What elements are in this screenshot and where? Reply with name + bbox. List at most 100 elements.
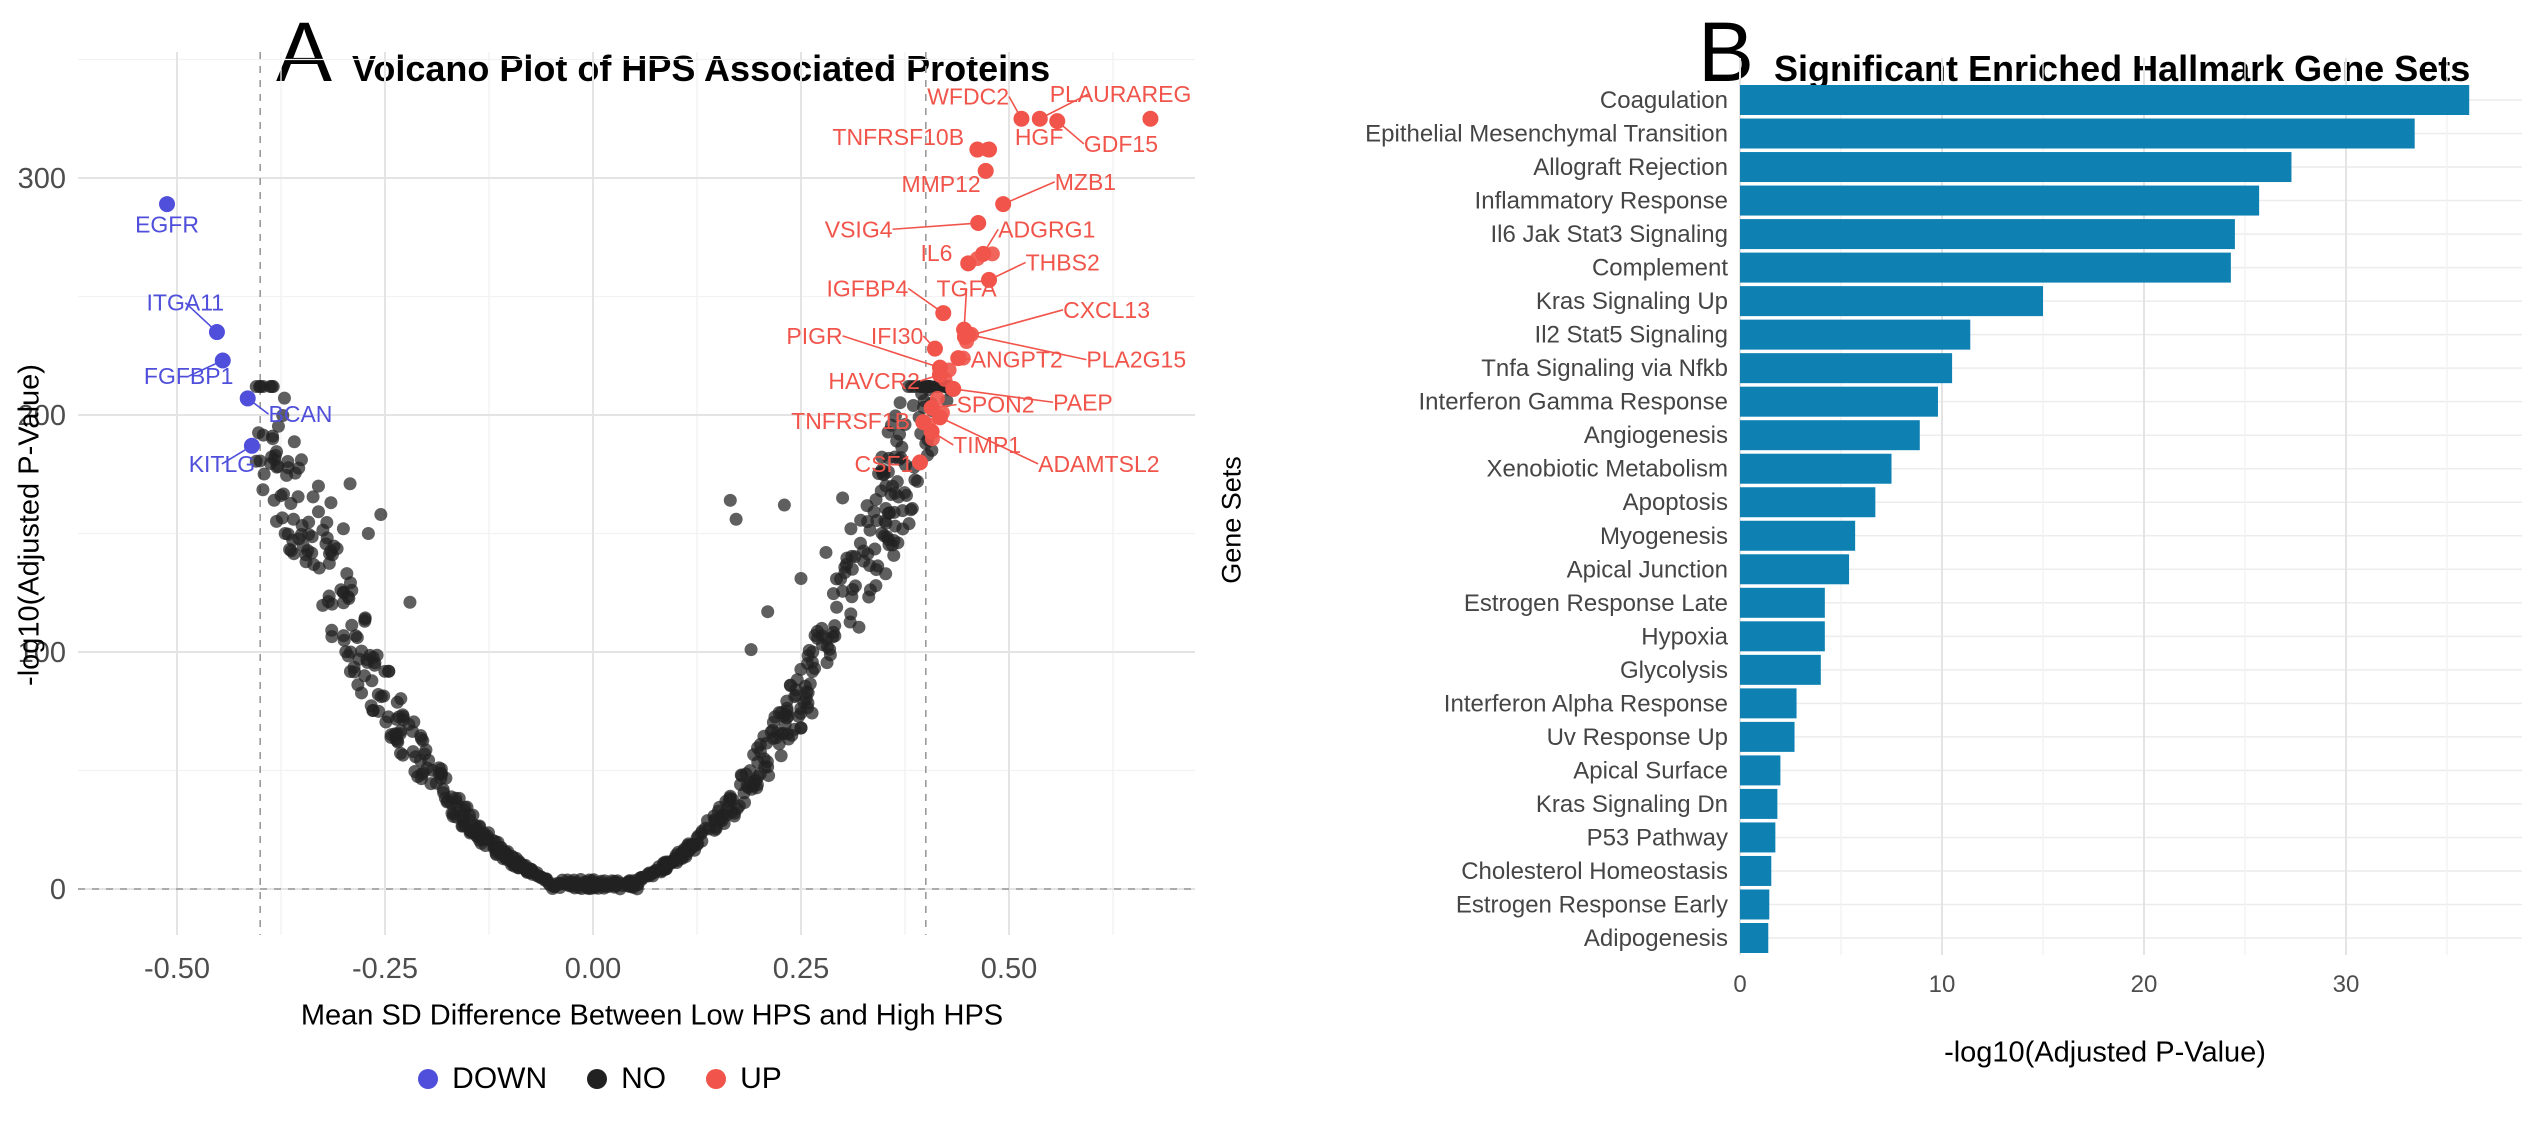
bar xyxy=(1740,654,1821,685)
scatter-point xyxy=(302,527,316,541)
x-axis-tick-label: 0 xyxy=(1733,971,1746,998)
scatter-point xyxy=(794,572,808,586)
bar xyxy=(1740,822,1776,853)
bar-category-label: Hypoxia xyxy=(1641,623,1728,650)
scatter-point xyxy=(277,391,291,405)
scatter-point xyxy=(886,479,900,493)
label-leader-line xyxy=(892,222,979,231)
scatter-point xyxy=(393,727,407,741)
scatter-point xyxy=(281,454,295,468)
bar xyxy=(1740,219,2235,250)
gene-label: SPON2 xyxy=(957,392,1035,418)
bar-category-label: Glycolysis xyxy=(1620,657,1728,684)
bar-category-label: Interferon Gamma Response xyxy=(1419,389,1728,416)
bar xyxy=(1740,755,1781,786)
scatter-point xyxy=(869,579,883,593)
scatter-point xyxy=(378,664,392,678)
scatter-point xyxy=(679,850,693,864)
bar-category-label: Inflammatory Response xyxy=(1475,188,1728,215)
scatter-point xyxy=(394,746,408,760)
scatter-point xyxy=(396,710,410,724)
gene-label: CSF1 xyxy=(855,451,914,477)
scatter-point-labeled xyxy=(214,352,231,369)
gene-label: ADAMTSL2 xyxy=(1038,451,1159,477)
bar-category-label: Kras Signaling Dn xyxy=(1536,791,1728,818)
bar xyxy=(1740,85,2470,115)
scatter-point-labeled xyxy=(208,324,225,341)
scatter-point xyxy=(784,679,798,693)
scatter-point xyxy=(257,467,271,481)
label-leader-line xyxy=(1002,181,1056,205)
scatter-point xyxy=(729,512,743,526)
scatter-point xyxy=(622,875,636,889)
scatter-point-labeled xyxy=(977,162,994,179)
bar-category-label: Complement xyxy=(1592,255,1728,282)
scatter-point xyxy=(878,514,892,528)
scatter-point xyxy=(360,655,374,669)
down-genes: EGFR ITGA11 FGFBP1 BCAN KITLG xyxy=(135,196,332,477)
bars-x-axis-title: -log10(Adjusted P-Value) xyxy=(1944,1036,2266,1069)
scatter-point xyxy=(449,791,463,805)
gene-label: IFI30 xyxy=(871,323,923,349)
scatter-point xyxy=(875,450,889,464)
scatter-point-labeled xyxy=(1031,110,1048,127)
gene-label: ITGA11 xyxy=(147,290,225,316)
legend-label: DOWN xyxy=(452,1062,548,1095)
scatter-point xyxy=(686,837,700,851)
scatter-point-labeled xyxy=(911,454,928,471)
scatter-point xyxy=(852,620,866,634)
panel-b-title: Significant Enriched Hallmark Gene Sets xyxy=(1774,48,2471,89)
scatter-point-labeled xyxy=(931,409,948,426)
scatter-point-labeled xyxy=(1142,110,1159,127)
panel-a-tag: A xyxy=(276,5,333,99)
scatter-point xyxy=(877,529,891,543)
gene-label: MMP12 xyxy=(901,171,980,197)
scatter-point xyxy=(634,871,648,885)
bar xyxy=(1740,353,1953,384)
gene-label: CXCL13 xyxy=(1063,297,1150,323)
bar xyxy=(1740,554,1850,585)
scatter-point xyxy=(457,808,471,822)
scatter-point-labeled xyxy=(981,271,998,288)
bars-y-axis-title: Gene Sets xyxy=(1216,456,1247,584)
legend-dot-down xyxy=(418,1069,439,1089)
legend-dot-up xyxy=(706,1069,727,1089)
scatter-point xyxy=(364,699,378,713)
x-axis-tick-label: 0.25 xyxy=(773,953,829,985)
scatter-point xyxy=(321,595,335,609)
scatter-point xyxy=(860,499,874,513)
scatter-point xyxy=(358,669,372,683)
scatter-point xyxy=(374,508,388,522)
scatter-point xyxy=(887,548,901,562)
scatter-point xyxy=(256,483,270,497)
gene-label: VSIG4 xyxy=(825,216,893,242)
bar-category-label: Tnfa Signaling via Nfkb xyxy=(1481,355,1728,382)
scatter-point xyxy=(848,579,862,593)
scatter-point-labeled xyxy=(960,255,977,272)
scatter-point xyxy=(879,567,893,581)
scatter-point xyxy=(347,660,361,674)
bar-category-label: Apical Surface xyxy=(1573,757,1728,784)
x-axis-tick-label: 0.50 xyxy=(981,953,1037,985)
bar xyxy=(1740,319,1971,350)
scatter-point xyxy=(523,862,537,876)
bar-category-label: Uv Response Up xyxy=(1547,724,1728,751)
scatter-point-labeled xyxy=(931,366,948,383)
bar-category-label: Apical Junction xyxy=(1567,556,1728,583)
bar xyxy=(1740,587,1825,618)
scatter-point xyxy=(801,686,815,700)
scatter-point xyxy=(286,512,300,526)
scatter-point-labeled xyxy=(995,196,1012,213)
scatter-point xyxy=(836,491,850,505)
y-axis-tick-label: 200 xyxy=(18,400,66,432)
scatter-point xyxy=(819,545,833,559)
gene-label: MZB1 xyxy=(1055,169,1116,195)
bar xyxy=(1740,889,1770,920)
scatter-point xyxy=(320,531,334,545)
scatter-point xyxy=(826,625,840,639)
scatter-point xyxy=(890,434,904,448)
scatter-point xyxy=(853,536,867,550)
gene-label: AREG xyxy=(1126,81,1191,107)
bar-category-label: Estrogen Response Late xyxy=(1464,590,1728,617)
scatter-point xyxy=(715,814,729,828)
